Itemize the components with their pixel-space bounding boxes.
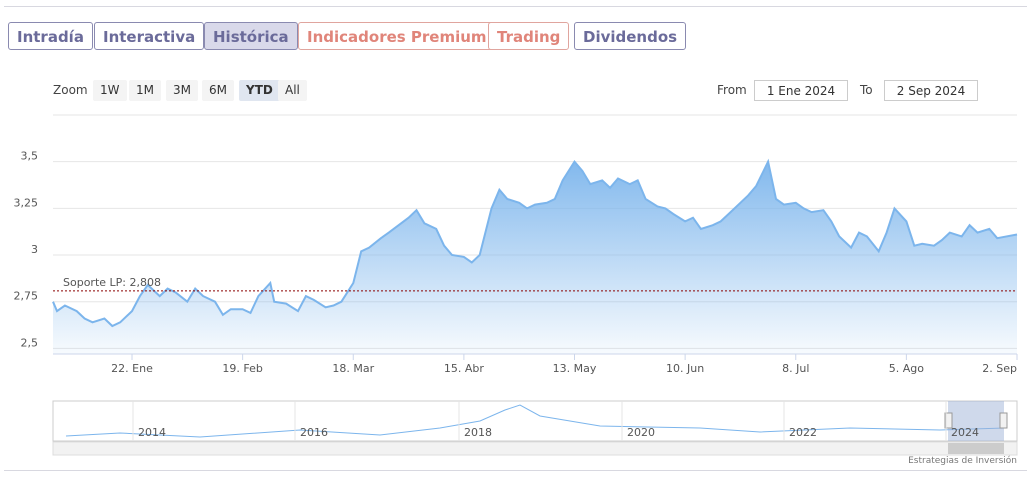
zoom-button[interactable]: YTD <box>239 80 280 101</box>
x-tick-label: 10. Jun <box>666 362 704 375</box>
y-tick-label: 3,5 <box>21 150 39 163</box>
navigator-line <box>65 404 1006 438</box>
navigator-window[interactable] <box>948 401 1004 441</box>
navigator-label: 2024 <box>951 426 979 439</box>
y-tick-label: 2,5 <box>21 336 39 349</box>
zoom-button[interactable]: 1M <box>129 80 161 101</box>
to-input[interactable]: 2 Sep 2024 <box>884 80 978 101</box>
tab[interactable]: Indicadores Premium <box>298 22 496 50</box>
x-tick-label: 15. Abr <box>444 362 484 375</box>
tab[interactable]: Trading <box>488 22 570 50</box>
x-tick-label: 19. Feb <box>222 362 262 375</box>
x-tick-label: 13. May <box>553 362 597 375</box>
from-label: From <box>717 83 747 97</box>
navigator <box>52 400 1018 442</box>
from-input[interactable]: 1 Ene 2024 <box>754 80 848 101</box>
divider <box>4 6 1027 7</box>
y-tick-label: 3 <box>31 243 38 256</box>
zoom-button[interactable]: 6M <box>202 80 234 101</box>
navigator-handle[interactable] <box>999 412 1008 429</box>
navigator-label: 2020 <box>627 426 655 439</box>
divider <box>4 470 1027 471</box>
scrollbar[interactable] <box>52 441 1018 456</box>
support-label: Soporte LP: 2,808 <box>63 276 161 289</box>
x-tick-label: 18. Mar <box>332 362 374 375</box>
navigator-label: 2018 <box>464 426 492 439</box>
tab[interactable]: Dividendos <box>574 22 687 50</box>
price-line <box>52 158 1018 328</box>
zoom-button[interactable]: All <box>278 80 307 101</box>
area <box>53 161 1017 354</box>
tab[interactable]: Intradía <box>8 22 93 50</box>
zoom-label: Zoom <box>53 83 88 97</box>
x-tick-label: 5. Ago <box>889 362 924 375</box>
x-tick-label: 8. Jul <box>782 362 809 375</box>
tab[interactable]: Histórica <box>204 22 298 50</box>
x-tick-label: 2. Sep <box>982 362 1017 375</box>
navigator-handle[interactable] <box>944 412 953 429</box>
x-tick-label: 22. Ene <box>111 362 153 375</box>
to-label: To <box>860 83 873 97</box>
zoom-button[interactable]: 3M <box>166 80 198 101</box>
navigator-label: 2016 <box>300 426 328 439</box>
tab[interactable]: Interactiva <box>94 22 205 50</box>
navigator-label: 2022 <box>789 426 817 439</box>
scrollbar-thumb[interactable] <box>948 443 1004 454</box>
navigator-label: 2014 <box>138 426 166 439</box>
y-tick-label: 2,75 <box>14 290 39 303</box>
credit: Estrategias de Inversión <box>908 456 1017 466</box>
zoom-button[interactable]: 1W <box>93 80 127 101</box>
y-tick-label: 3,25 <box>14 196 39 209</box>
